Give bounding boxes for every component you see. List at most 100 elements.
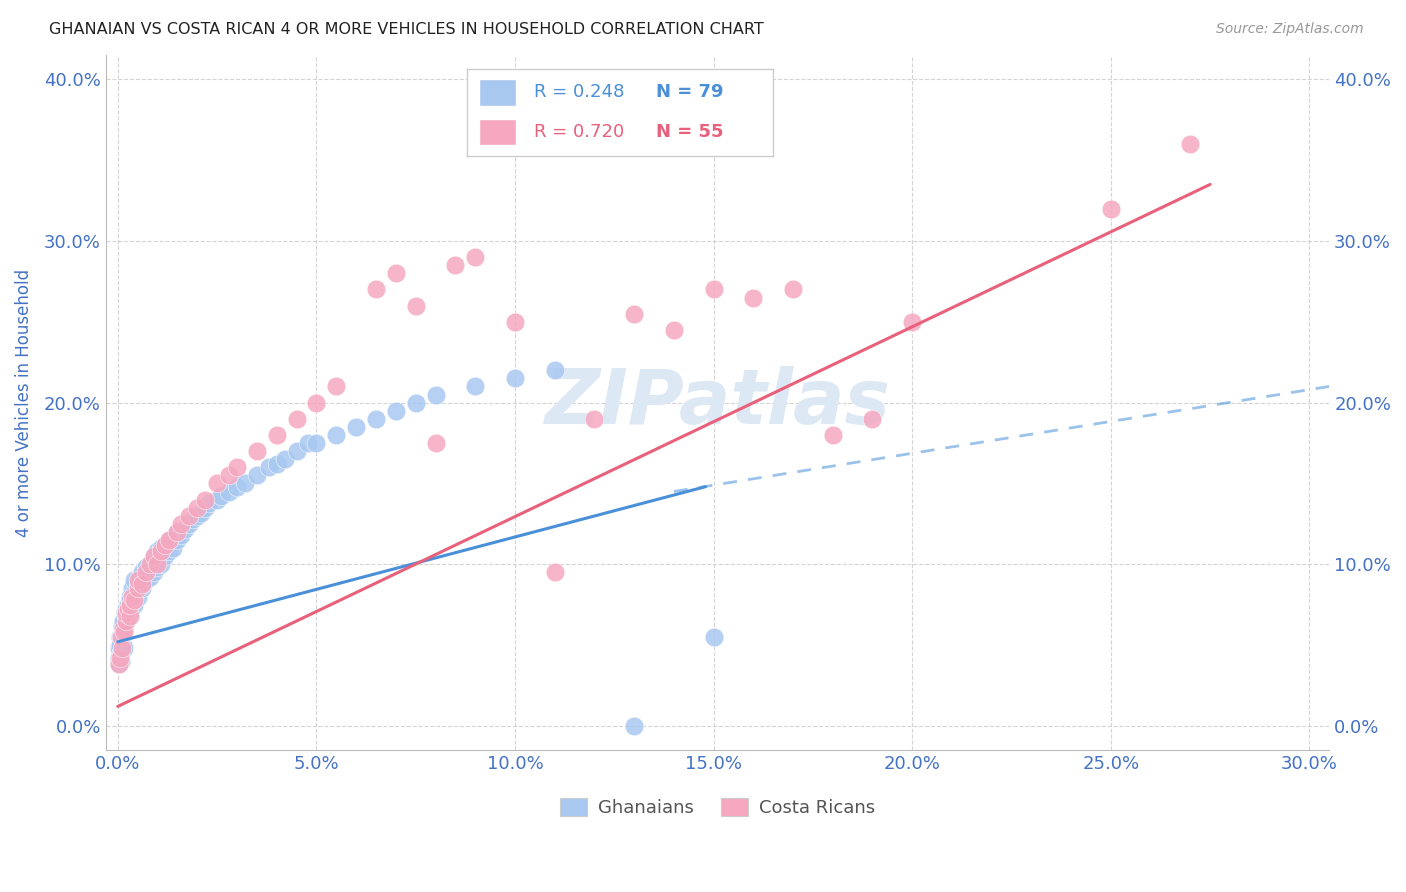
Point	[166, 533, 188, 547]
Point	[111, 622, 134, 636]
Point	[111, 638, 134, 652]
Point	[503, 371, 526, 385]
Point	[146, 558, 169, 572]
Point	[115, 609, 138, 624]
Point	[246, 468, 269, 483]
Point	[131, 582, 153, 596]
Point	[266, 428, 288, 442]
Point	[118, 606, 141, 620]
Point	[122, 586, 145, 600]
Point	[703, 630, 725, 644]
Point	[186, 508, 208, 523]
Point	[273, 452, 295, 467]
Point	[194, 492, 217, 507]
Point	[170, 528, 193, 542]
Point	[218, 484, 240, 499]
Point	[444, 258, 467, 272]
Point	[150, 544, 173, 558]
Point	[233, 476, 256, 491]
Point	[108, 657, 131, 672]
Point	[385, 403, 408, 417]
Point	[190, 506, 212, 520]
Point	[121, 590, 143, 604]
Point	[901, 315, 924, 329]
Point	[138, 570, 160, 584]
Point	[112, 614, 135, 628]
Point	[127, 582, 149, 596]
Point	[305, 436, 328, 450]
Point	[544, 363, 567, 377]
Point	[142, 566, 165, 580]
Point	[662, 323, 685, 337]
Point	[246, 444, 269, 458]
Point	[142, 549, 165, 563]
Point	[226, 480, 249, 494]
Point	[155, 538, 177, 552]
Point	[209, 489, 232, 503]
Point	[198, 496, 221, 510]
Point	[114, 614, 136, 628]
Point	[127, 576, 149, 591]
Point	[108, 630, 131, 644]
Point	[464, 379, 486, 393]
Point	[862, 411, 884, 425]
Y-axis label: 4 or more Vehicles in Household: 4 or more Vehicles in Household	[15, 268, 32, 537]
Point	[181, 512, 204, 526]
Point	[118, 598, 141, 612]
Point	[124, 574, 146, 588]
Point	[111, 618, 134, 632]
Point	[122, 598, 145, 612]
Point	[503, 315, 526, 329]
Point	[111, 630, 134, 644]
Point	[742, 291, 765, 305]
Point	[623, 719, 645, 733]
Point	[108, 657, 131, 672]
Point	[166, 524, 188, 539]
Point	[135, 560, 157, 574]
Point	[131, 576, 153, 591]
Point	[166, 524, 188, 539]
Text: GHANAIAN VS COSTA RICAN 4 OR MORE VEHICLES IN HOUSEHOLD CORRELATION CHART: GHANAIAN VS COSTA RICAN 4 OR MORE VEHICL…	[49, 22, 763, 37]
Point	[205, 476, 228, 491]
Point	[364, 411, 387, 425]
Legend: Ghanaians, Costa Ricans: Ghanaians, Costa Ricans	[553, 790, 882, 824]
Point	[135, 566, 157, 580]
Point	[344, 420, 367, 434]
Point	[120, 592, 142, 607]
Point	[118, 590, 141, 604]
Point	[179, 508, 201, 523]
Point	[114, 602, 136, 616]
Point	[325, 379, 347, 393]
Point	[285, 444, 308, 458]
Point	[257, 460, 280, 475]
Point	[157, 533, 180, 547]
Point	[112, 625, 135, 640]
Point	[138, 558, 160, 572]
Point	[108, 651, 131, 665]
Text: Source: ZipAtlas.com: Source: ZipAtlas.com	[1216, 22, 1364, 37]
Point	[150, 558, 173, 572]
Text: ZIPatlas: ZIPatlas	[544, 366, 890, 440]
Point	[218, 468, 240, 483]
Point	[305, 395, 328, 409]
Point	[111, 641, 134, 656]
Point	[107, 641, 129, 656]
Point	[114, 614, 136, 628]
Point	[1099, 202, 1122, 216]
Point	[174, 522, 197, 536]
Point	[285, 411, 308, 425]
Point	[117, 598, 139, 612]
Point	[131, 576, 153, 591]
Point	[703, 283, 725, 297]
Point	[112, 641, 135, 656]
Point	[108, 638, 131, 652]
Point	[425, 387, 447, 401]
Point	[297, 436, 319, 450]
Point	[170, 516, 193, 531]
Point	[110, 646, 132, 660]
Point	[114, 606, 136, 620]
Point	[150, 541, 173, 555]
Point	[425, 436, 447, 450]
Point	[138, 558, 160, 572]
Point	[1180, 136, 1202, 151]
